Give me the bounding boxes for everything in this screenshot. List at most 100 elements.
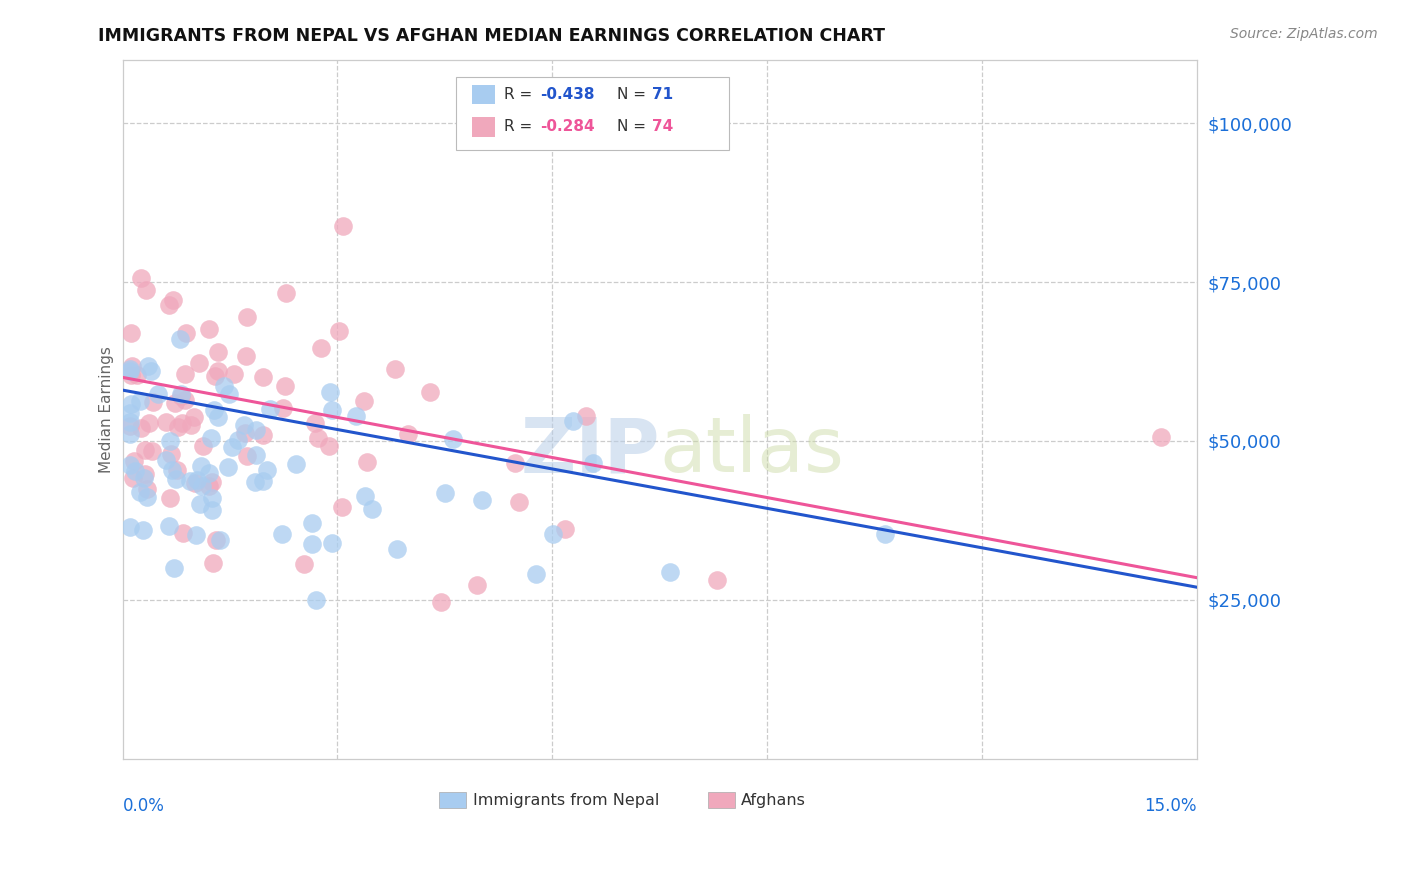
Point bbox=[252, 428, 274, 442]
Point bbox=[212, 379, 235, 393]
Point bbox=[174, 326, 197, 340]
Point bbox=[198, 322, 221, 336]
Point bbox=[361, 502, 384, 516]
Point bbox=[124, 464, 146, 478]
Point bbox=[118, 415, 141, 429]
Point bbox=[202, 403, 225, 417]
Point bbox=[256, 463, 278, 477]
Point bbox=[169, 332, 191, 346]
Point bbox=[221, 440, 243, 454]
Point bbox=[193, 439, 215, 453]
Point bbox=[122, 471, 145, 485]
Point bbox=[167, 419, 190, 434]
Point bbox=[197, 466, 219, 480]
Point bbox=[136, 359, 159, 374]
Point bbox=[135, 283, 157, 297]
Text: IMMIGRANTS FROM NEPAL VS AFGHAN MEDIAN EARNINGS CORRELATION CHART: IMMIGRANTS FROM NEPAL VS AFGHAN MEDIAN E… bbox=[98, 27, 886, 45]
Point bbox=[132, 523, 155, 537]
Point bbox=[307, 431, 329, 445]
Point bbox=[125, 368, 148, 382]
Point bbox=[235, 349, 257, 363]
Point bbox=[120, 368, 142, 382]
Point bbox=[121, 359, 143, 374]
Text: Afghans: Afghans bbox=[741, 792, 806, 807]
Point bbox=[190, 479, 212, 493]
Point bbox=[157, 519, 180, 533]
Point bbox=[301, 537, 323, 551]
Point bbox=[562, 414, 585, 428]
Point bbox=[159, 447, 181, 461]
Point bbox=[321, 536, 343, 550]
Point bbox=[236, 450, 259, 464]
Point bbox=[163, 561, 186, 575]
Point bbox=[471, 493, 494, 508]
Point bbox=[134, 443, 156, 458]
Point bbox=[304, 593, 326, 607]
Text: 0.0%: 0.0% bbox=[122, 797, 165, 815]
Point bbox=[271, 527, 294, 541]
Point bbox=[304, 416, 326, 430]
Point bbox=[1150, 430, 1173, 444]
Point bbox=[233, 417, 256, 432]
Point bbox=[207, 345, 229, 359]
Point bbox=[173, 367, 195, 381]
Point bbox=[285, 457, 308, 471]
Point bbox=[201, 475, 224, 490]
Point bbox=[129, 420, 152, 434]
Point bbox=[243, 475, 266, 489]
Point bbox=[204, 369, 226, 384]
Point bbox=[180, 417, 202, 432]
Point bbox=[155, 453, 177, 467]
Point bbox=[541, 526, 564, 541]
Point bbox=[273, 378, 295, 392]
Point bbox=[354, 490, 377, 504]
Point bbox=[207, 409, 229, 424]
Point bbox=[319, 384, 342, 399]
FancyBboxPatch shape bbox=[709, 792, 735, 808]
Point bbox=[875, 527, 897, 541]
Point bbox=[330, 500, 353, 515]
Point bbox=[172, 525, 194, 540]
Point bbox=[159, 434, 181, 448]
Point bbox=[174, 392, 197, 407]
Point bbox=[198, 479, 221, 493]
Point bbox=[188, 496, 211, 510]
Text: N =: N = bbox=[617, 87, 651, 102]
Point bbox=[122, 454, 145, 468]
Point bbox=[226, 433, 249, 447]
Text: ZIP: ZIP bbox=[520, 414, 659, 488]
Point bbox=[384, 361, 406, 376]
Point bbox=[582, 456, 605, 470]
Point bbox=[166, 463, 188, 477]
Text: atlas: atlas bbox=[659, 414, 845, 488]
Point bbox=[129, 484, 152, 499]
Point bbox=[204, 533, 226, 547]
Point bbox=[163, 396, 186, 410]
Point bbox=[318, 440, 340, 454]
Point bbox=[200, 431, 222, 445]
Point bbox=[201, 491, 224, 505]
Point bbox=[292, 558, 315, 572]
FancyBboxPatch shape bbox=[471, 117, 495, 136]
Point bbox=[118, 364, 141, 378]
Point bbox=[332, 219, 354, 234]
Point bbox=[271, 401, 294, 416]
Text: N =: N = bbox=[617, 120, 651, 134]
Point bbox=[344, 409, 367, 423]
Point bbox=[170, 416, 193, 430]
Text: Immigrants from Nepal: Immigrants from Nepal bbox=[472, 792, 659, 807]
Point bbox=[301, 516, 323, 530]
Point bbox=[186, 473, 208, 487]
Point bbox=[245, 448, 267, 462]
Point bbox=[183, 476, 205, 491]
FancyBboxPatch shape bbox=[456, 77, 730, 151]
Point bbox=[201, 556, 224, 570]
Point bbox=[162, 293, 184, 307]
Point bbox=[356, 455, 378, 469]
Point bbox=[503, 456, 526, 470]
Text: R =: R = bbox=[503, 120, 537, 134]
Point bbox=[353, 393, 375, 408]
Point bbox=[430, 595, 453, 609]
Point bbox=[157, 298, 180, 312]
Point bbox=[160, 462, 183, 476]
